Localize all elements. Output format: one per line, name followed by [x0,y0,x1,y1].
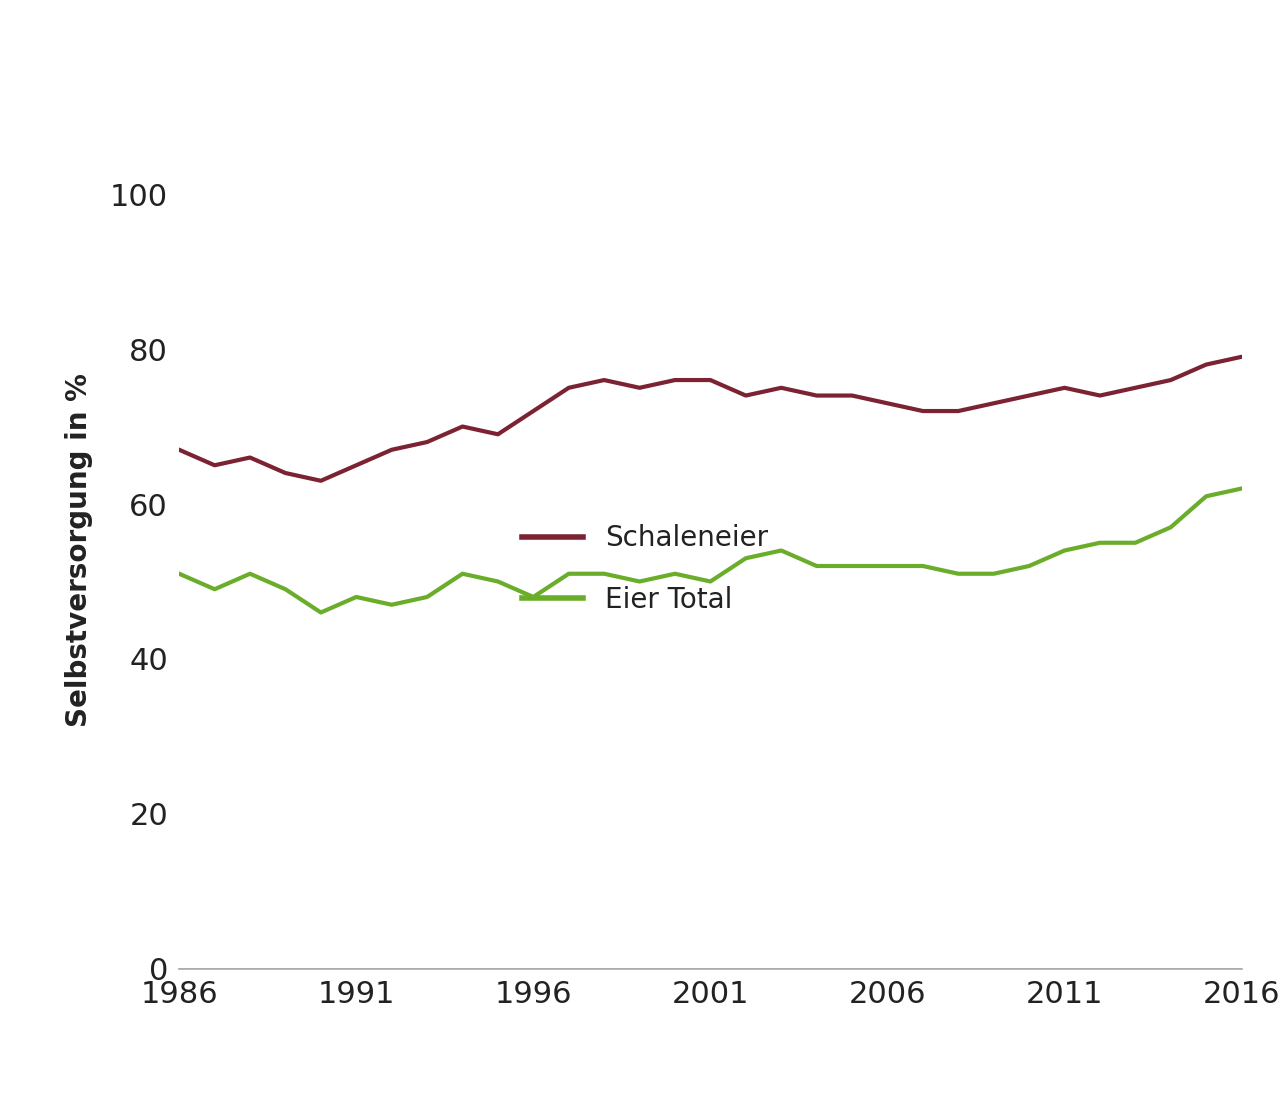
Schaleneier [314,475,329,488]
Schaleneier [1021,389,1037,402]
Schaleneier [242,451,257,465]
Schaleneier [278,467,293,480]
Schaleneier [1128,381,1143,394]
Eier Total [773,544,788,557]
Eier Total [809,559,824,573]
Schaleneier [561,381,576,394]
Eier Total [1234,482,1249,495]
Schaleneier [348,459,364,472]
Schaleneier [420,435,435,448]
Eier Total [242,567,257,580]
Eier Total [703,575,718,588]
Schaleneier [596,373,612,386]
Eier Total [1198,490,1213,503]
Eier Total [1164,521,1179,534]
Y-axis label: Selbstversorgung in %: Selbstversorgung in % [65,373,93,728]
Eier Total [951,567,966,580]
Schaleneier [490,427,506,440]
Eier Total [879,559,895,573]
Schaleneier [1234,350,1249,363]
Schaleneier [207,459,223,472]
Eier Total [1021,559,1037,573]
Eier Total [384,598,399,611]
Schaleneier [1057,381,1073,394]
Eier Total [420,590,435,603]
Schaleneier [951,404,966,417]
Schaleneier [879,396,895,410]
Schaleneier [986,396,1001,410]
Schaleneier [845,389,860,402]
Eier Total [845,559,860,573]
Eier Total [739,552,754,565]
Schaleneier [703,373,718,386]
Schaleneier [384,444,399,457]
Schaleneier [1164,373,1179,386]
Eier Total [596,567,612,580]
Eier Total [314,606,329,619]
Eier Total [454,567,470,580]
Eier Total [172,567,187,580]
Eier Total [348,590,364,603]
Eier Total [915,559,931,573]
Schaleneier [632,381,648,394]
Eier Total [632,575,648,588]
Eier Total [278,582,293,596]
Eier Total [207,582,223,596]
Eier Total [526,590,541,603]
Eier Total [1128,536,1143,549]
Line: Eier Total: Eier Total [179,489,1242,612]
Schaleneier [915,404,931,417]
Schaleneier [773,381,788,394]
Schaleneier [1092,389,1107,402]
Schaleneier [809,389,824,402]
Eier Total [667,567,682,580]
Schaleneier [667,373,682,386]
Legend: Schaleneier, Eier Total: Schaleneier, Eier Total [511,513,780,624]
Eier Total [490,575,506,588]
Eier Total [1092,536,1107,549]
Eier Total [561,567,576,580]
Schaleneier [454,419,470,433]
Line: Schaleneier: Schaleneier [179,357,1242,481]
Eier Total [1057,544,1073,557]
Schaleneier [526,404,541,417]
Schaleneier [172,444,187,457]
Schaleneier [739,389,754,402]
Schaleneier [1198,358,1213,371]
Eier Total [986,567,1001,580]
